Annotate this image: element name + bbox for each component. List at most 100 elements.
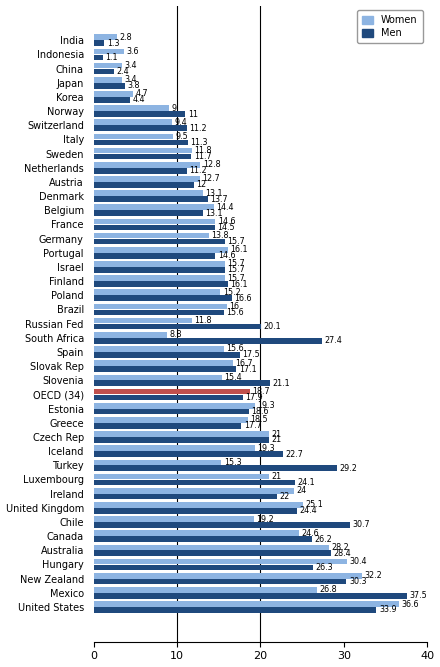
Text: 4.4: 4.4 <box>133 95 145 105</box>
Bar <box>94 409 249 414</box>
Text: 11.8: 11.8 <box>194 146 212 155</box>
Bar <box>94 35 117 40</box>
Bar <box>94 41 104 46</box>
Bar <box>94 69 114 75</box>
Text: 24: 24 <box>297 486 307 495</box>
Bar <box>94 573 362 578</box>
Bar <box>94 607 377 613</box>
Text: 15.7: 15.7 <box>227 273 245 283</box>
Text: 13.8: 13.8 <box>211 231 229 240</box>
Bar <box>94 295 232 301</box>
Text: 3.8: 3.8 <box>128 81 140 90</box>
Bar <box>94 488 294 494</box>
Bar <box>94 190 203 196</box>
Text: 16.1: 16.1 <box>231 245 248 254</box>
Bar <box>94 352 240 358</box>
Text: 15.7: 15.7 <box>227 265 245 274</box>
Text: 37.5: 37.5 <box>409 592 427 600</box>
Bar <box>94 318 192 323</box>
Text: 30.7: 30.7 <box>352 520 370 530</box>
Bar <box>94 309 224 315</box>
Text: 28.2: 28.2 <box>331 543 349 552</box>
Text: 19.3: 19.3 <box>257 444 275 453</box>
Text: 13.1: 13.1 <box>205 209 223 217</box>
Bar <box>94 587 317 593</box>
Bar <box>94 559 347 564</box>
Bar <box>94 162 200 167</box>
Text: 21: 21 <box>271 436 282 444</box>
Text: 13.1: 13.1 <box>205 189 223 197</box>
Bar <box>94 210 203 216</box>
Text: 11.2: 11.2 <box>190 124 207 133</box>
Bar <box>94 530 299 536</box>
Text: 24.4: 24.4 <box>300 506 317 516</box>
Bar <box>94 516 254 522</box>
Bar <box>94 289 220 295</box>
Text: 17.1: 17.1 <box>239 365 257 374</box>
Bar <box>94 565 313 570</box>
Bar <box>94 536 312 542</box>
Text: 27.4: 27.4 <box>325 336 342 346</box>
Text: 2.4: 2.4 <box>116 67 128 76</box>
Bar <box>94 601 399 607</box>
Bar <box>94 267 224 273</box>
Bar <box>94 233 209 239</box>
Bar <box>94 105 169 111</box>
Bar <box>94 77 122 83</box>
Bar <box>94 125 187 131</box>
Bar <box>94 219 216 224</box>
Text: 3.4: 3.4 <box>125 61 137 70</box>
Bar <box>94 403 255 408</box>
Text: 26.2: 26.2 <box>315 535 333 544</box>
Bar <box>94 494 277 500</box>
Bar <box>94 83 125 89</box>
Text: 16.6: 16.6 <box>235 293 252 303</box>
Text: 18.6: 18.6 <box>251 407 269 416</box>
Text: 24.1: 24.1 <box>297 478 315 487</box>
Bar <box>94 139 188 145</box>
Text: 19.2: 19.2 <box>256 514 274 524</box>
Bar <box>94 281 228 287</box>
Bar <box>94 346 224 352</box>
Bar <box>94 550 330 556</box>
Bar <box>94 91 133 97</box>
Text: 18.5: 18.5 <box>250 416 268 424</box>
Text: 9: 9 <box>171 103 176 113</box>
Text: 17.9: 17.9 <box>246 393 263 402</box>
Text: 14.6: 14.6 <box>218 251 235 260</box>
Text: 14.4: 14.4 <box>216 203 234 212</box>
Bar <box>94 446 255 451</box>
Bar <box>94 480 295 486</box>
Text: 11.7: 11.7 <box>194 152 211 161</box>
Bar <box>94 374 222 380</box>
Text: 32.2: 32.2 <box>365 571 382 580</box>
Text: 12: 12 <box>196 181 206 189</box>
Bar <box>94 323 261 329</box>
Text: 13.7: 13.7 <box>210 195 228 203</box>
Text: 30.3: 30.3 <box>349 577 367 586</box>
Bar <box>94 460 221 465</box>
Bar <box>94 395 243 400</box>
Bar <box>94 452 283 457</box>
Bar <box>94 176 199 182</box>
Bar <box>94 247 228 253</box>
Bar <box>94 389 249 394</box>
Text: 3.6: 3.6 <box>126 47 139 56</box>
Bar <box>94 275 224 281</box>
Bar <box>94 366 236 372</box>
Text: 22: 22 <box>280 492 290 501</box>
Text: 36.6: 36.6 <box>402 600 419 608</box>
Text: 9.5: 9.5 <box>175 132 188 141</box>
Text: 8.8: 8.8 <box>169 330 182 340</box>
Bar <box>94 148 192 153</box>
Bar <box>94 417 248 423</box>
Text: 15.4: 15.4 <box>224 373 242 382</box>
Text: 18.7: 18.7 <box>252 387 270 396</box>
Text: 11.8: 11.8 <box>194 316 212 325</box>
Bar <box>94 239 224 244</box>
Text: 2.8: 2.8 <box>119 33 132 42</box>
Text: 22.7: 22.7 <box>286 450 303 459</box>
Bar <box>94 111 185 117</box>
Text: 21: 21 <box>271 430 282 438</box>
Text: 9.4: 9.4 <box>175 118 187 127</box>
